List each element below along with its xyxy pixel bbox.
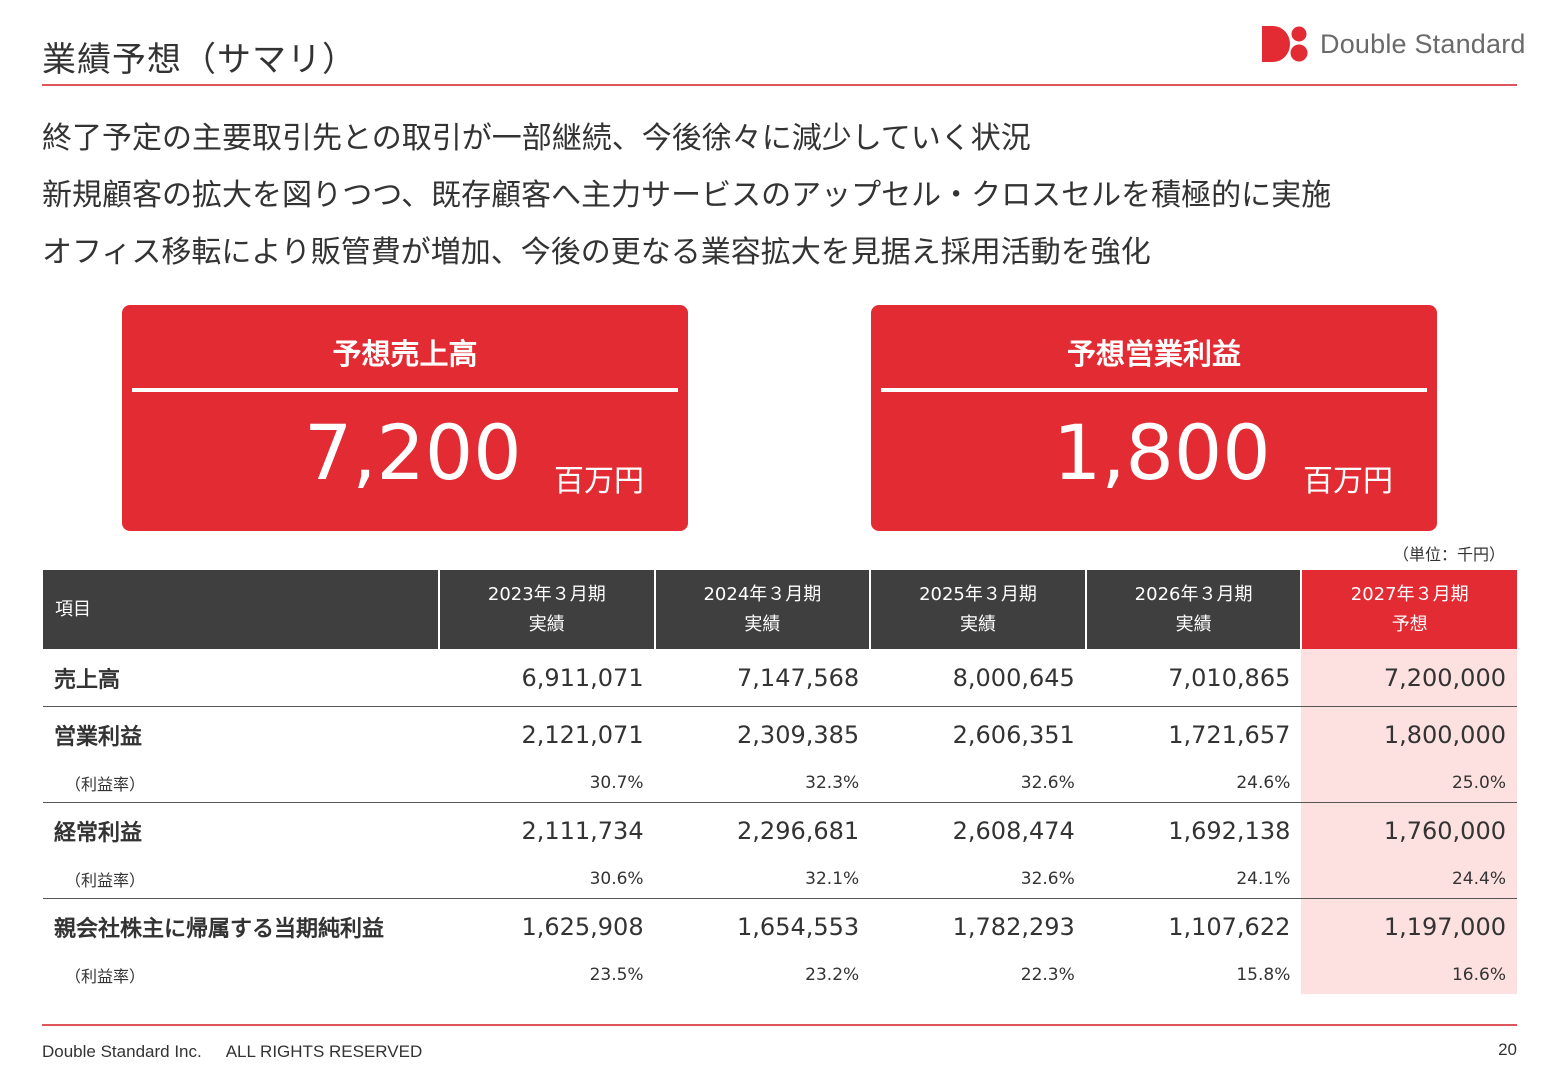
table-cell: 32.3% [654, 763, 871, 803]
column-header-item: 項目 [43, 570, 439, 649]
table-row-margin: （利益率） 30.6% 32.1% 32.6% 24.1% 24.4% [43, 859, 1517, 899]
kpi-card-operating-profit: 予想営業利益 1,800 百万円 [871, 305, 1437, 531]
row-sub-label: （利益率） [43, 859, 439, 899]
table-cell: 1,692,138 [1168, 817, 1291, 845]
summary-point: 新規顧客の拡大を図りつつ、既存顧客へ主力サービスのアップセル・クロスセルを積極的… [42, 178, 1332, 213]
page-title: 業績予想（サマリ） [42, 40, 357, 80]
double-standard-logo-icon [1262, 26, 1308, 62]
row-label: 売上高 [43, 649, 439, 707]
table-cell: 24.6% [1085, 763, 1302, 803]
footer: Double Standard Inc. ALL RIGHTS RESERVED [42, 1042, 446, 1062]
column-header-period: 2024年３月期 実績 [653, 570, 871, 649]
table-cell: 7,147,568 [654, 649, 871, 707]
kpi-divider [881, 388, 1427, 392]
table-cell-forecast: 7,200,000 [1301, 649, 1517, 707]
kpi-unit: 百万円 [1303, 464, 1393, 499]
table-header-row: 項目 2023年３月期 実績 2024年３月期 実績 2025年３月期 実績 2026… [43, 570, 1517, 649]
table-cell-forecast: 16.6% [1301, 955, 1517, 994]
table-cell: 23.2% [805, 964, 860, 985]
table-cell: 30.6% [439, 859, 655, 899]
company-logo: Double Standard [1262, 24, 1526, 64]
kpi-value: 7,200 [304, 408, 522, 497]
table-cell: 2,606,351 [952, 721, 1075, 749]
summary-point: 終了予定の主要取引先との取引が一部継続、今後徐々に減少していく状況 [42, 121, 1031, 156]
table-cell: 1,782,293 [952, 913, 1075, 941]
table-cell: 15.8% [1236, 964, 1291, 985]
row-sub-label: （利益率） [65, 966, 146, 986]
table-cell-forecast: 1,800,000 [1301, 706, 1517, 763]
kpi-label: 予想売上高 [332, 337, 478, 371]
kpi-card-sales: 予想売上高 7,200 百万円 [122, 305, 688, 531]
logo-text: Double Standard [1320, 28, 1526, 59]
column-header-period: 2023年３月期 実績 [438, 570, 655, 649]
table-cell: 24.1% [1085, 859, 1302, 899]
footer-divider [42, 1024, 1517, 1026]
row-label: 経常利益 [54, 821, 143, 846]
row-sub-label: （利益率） [43, 763, 439, 803]
kpi-value: 1,800 [1053, 408, 1271, 497]
table-cell: 8,000,645 [870, 649, 1086, 707]
table-row-operating-profit: 営業利益 2,121,071 2,309,385 2,606,351 1,721… [43, 706, 1517, 763]
table-cell: 32.1% [654, 859, 871, 899]
kpi-label: 予想営業利益 [1066, 337, 1241, 371]
summary-points: 終了予定の主要取引先との取引が一部継続、今後徐々に減少していく状況 新規顧客の拡… [42, 114, 1331, 285]
table-row-net-income: 親会社株主に帰属する当期純利益 1,625,908 1,654,553 1,78… [43, 898, 1517, 955]
table-row-sales: 売上高 6,911,071 7,147,568 8,000,645 7,010,… [43, 649, 1517, 707]
column-header-period: 2026年３月期 実績 [1084, 570, 1302, 649]
table-cell: 32.6% [870, 763, 1086, 803]
table-cell: 1,721,657 [1168, 721, 1291, 749]
table-cell: 1,107,622 [1168, 913, 1291, 941]
row-label: 親会社株主に帰属する当期純利益 [54, 917, 385, 942]
financial-table: 項目 2023年３月期 実績 2024年３月期 実績 2025年３月期 実績 2026… [43, 570, 1517, 994]
table-cell: 23.5% [589, 964, 644, 985]
table-cell-forecast: 1,197,000 [1301, 898, 1517, 955]
table-cell: 2,608,474 [952, 817, 1075, 845]
table-cell: 22.3% [1020, 964, 1075, 985]
table-row-margin: （利益率） 30.7% 32.3% 32.6% 24.6% 25.0% [43, 763, 1517, 803]
table-cell-forecast: 25.0% [1301, 763, 1517, 803]
table-cell: 6,911,071 [439, 649, 655, 707]
table-row-ordinary-profit: 経常利益 2,111,734 2,296,681 2,608,474 1,692… [43, 802, 1517, 859]
table-cell-forecast: 24.4% [1301, 859, 1517, 899]
table-row-margin: （利益率） 23.5% 23.2% 22.3% 15.8% 16.6% [43, 955, 1517, 994]
table-cell: 1,625,908 [521, 913, 644, 941]
table-cell: 2,309,385 [737, 721, 860, 749]
table-cell: 32.6% [870, 859, 1086, 899]
table-cell: 2,296,681 [737, 817, 860, 845]
column-header-forecast: 2027年３月期 予想 [1300, 570, 1517, 649]
row-label: 営業利益 [54, 725, 143, 750]
table-cell: 2,111,734 [521, 817, 644, 845]
table-cell: 1,654,553 [737, 913, 860, 941]
table-cell-forecast: 1,760,000 [1301, 802, 1517, 859]
summary-point: オフィス移転により販管費が増加、今後の更なる業容拡大を見据え採用活動を強化 [42, 235, 1151, 270]
column-header-period: 2025年３月期 実績 [869, 570, 1086, 649]
page-number: 20 [1498, 1040, 1517, 1059]
footer-company: Double Standard Inc. [42, 1042, 202, 1061]
footer-rights: ALL RIGHTS RESERVED [225, 1042, 423, 1061]
kpi-unit: 百万円 [554, 464, 644, 499]
header-divider [42, 84, 1517, 86]
unit-note: （単位：千円） [1393, 545, 1506, 564]
table-cell: 7,010,865 [1085, 649, 1302, 707]
kpi-divider [132, 388, 678, 392]
table-cell: 30.7% [439, 763, 655, 803]
table-cell: 2,121,071 [521, 721, 644, 749]
